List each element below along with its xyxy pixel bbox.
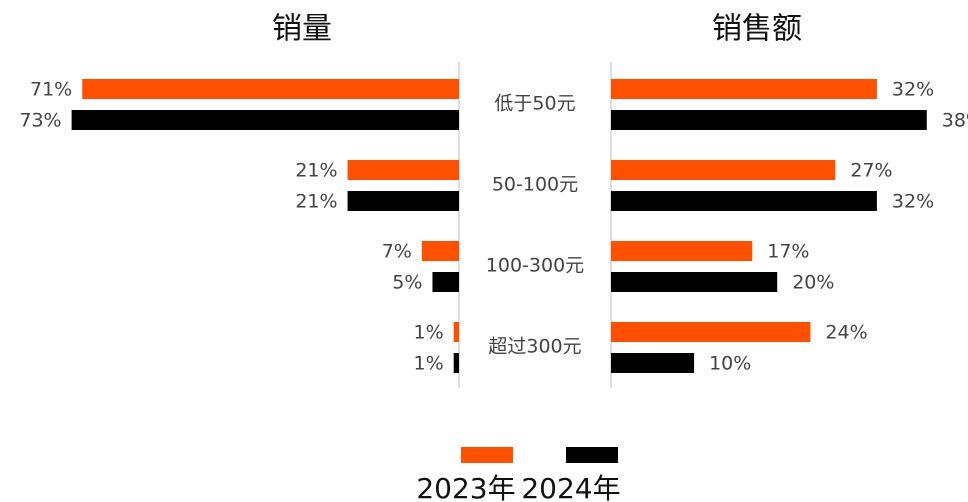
bar <box>82 79 459 99</box>
value-label: 32% <box>892 191 934 213</box>
bar <box>611 160 836 180</box>
chart-title: 销量 <box>272 12 332 47</box>
bar <box>611 322 811 342</box>
category-label: 低于50元 <box>494 93 575 115</box>
legend-swatch <box>566 447 618 463</box>
bar <box>611 353 695 373</box>
value-label: 73% <box>19 110 61 132</box>
value-label: 1% <box>414 322 444 344</box>
bar <box>611 191 877 211</box>
value-label: 5% <box>392 272 422 294</box>
value-label: 17% <box>767 241 809 263</box>
value-label: 20% <box>792 272 834 294</box>
bar <box>347 160 459 180</box>
bar <box>453 353 459 373</box>
value-label: 21% <box>295 160 337 182</box>
bar <box>611 241 753 261</box>
value-label: 32% <box>892 79 934 101</box>
legend-label: 2023年 <box>416 472 515 502</box>
value-label: 1% <box>414 353 444 375</box>
value-label: 10% <box>709 353 751 375</box>
value-label: 21% <box>295 191 337 213</box>
value-label: 27% <box>850 160 892 182</box>
bar <box>347 191 459 211</box>
value-label: 24% <box>825 322 867 344</box>
chart-title: 销售额 <box>712 12 802 47</box>
bar <box>453 322 459 342</box>
value-label: 38% <box>942 110 968 132</box>
bar <box>611 110 927 130</box>
category-label: 100-300元 <box>486 255 584 277</box>
bar <box>71 110 459 130</box>
value-label: 7% <box>382 241 412 263</box>
bar <box>421 241 459 261</box>
legend-swatch <box>461 447 513 463</box>
legend-label: 2024年 <box>521 472 620 502</box>
category-label: 超过300元 <box>488 336 581 358</box>
bar <box>432 272 459 292</box>
value-label: 71% <box>30 79 72 101</box>
category-label: 50-100元 <box>492 174 578 196</box>
bar <box>611 79 877 99</box>
bar <box>611 272 778 292</box>
